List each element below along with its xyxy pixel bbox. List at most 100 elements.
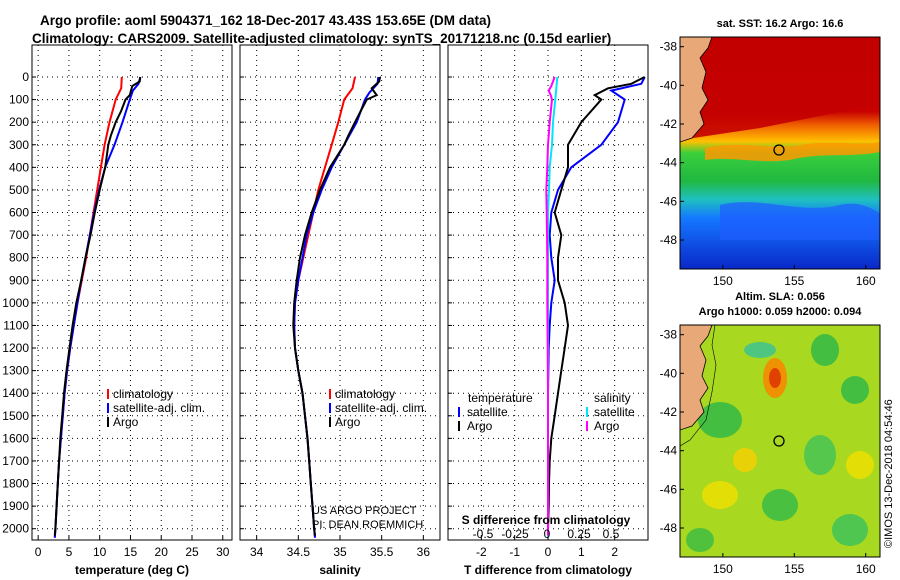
sst-map-title: sat. SST: 16.2 Argo: 16.6 [717, 18, 844, 30]
x-tick-label: 34 [250, 545, 264, 559]
sst-cool-patch [720, 202, 880, 240]
sla-map-title2: Argo h1000: 0.059 h2000: 0.094 [699, 306, 863, 318]
sst-front [705, 142, 880, 162]
map-lat-label: -48 [660, 521, 678, 535]
x-tick-label: 35.5 [370, 545, 394, 559]
x-tick-label: 20 [155, 545, 169, 559]
top-tick-label: 0.5 [603, 527, 620, 541]
depth-tick-label: 0 [22, 70, 29, 84]
sst-map-frame [679, 36, 881, 270]
legend-salinity-title: salinity [594, 391, 631, 405]
depth-tick-label: 1100 [3, 318, 29, 332]
x-tick-label: 5 [66, 545, 73, 559]
series-line-salinity-argo [545, 76, 556, 536]
x-axis-label: temperature (deg C) [75, 563, 189, 577]
sla-eddies [686, 334, 874, 552]
series-line-satellite-adj-clim- [53, 76, 142, 538]
map-lon-label: 155 [784, 562, 804, 576]
map-lat-label: -38 [660, 40, 678, 54]
legend-label: Argo [113, 415, 139, 429]
legend-label: climatology [113, 387, 173, 401]
map-lat-label: -40 [660, 78, 678, 92]
map-lat-label: -40 [660, 366, 678, 380]
legend-temperature-title: temperature [468, 391, 533, 405]
map-lon-label: 150 [713, 274, 733, 288]
depth-tick-label: 300 [9, 138, 29, 152]
series-line-argo [292, 76, 381, 536]
x-tick-label: 15 [124, 545, 138, 559]
series-line-climatology [293, 76, 356, 538]
legend-label: climatology [335, 387, 395, 401]
x-tick-label: -1 [509, 545, 520, 559]
depth-tick-label: 1300 [2, 364, 29, 378]
x-tick-label: 0 [35, 545, 42, 559]
temperature-profile-panel: 0 5 10 15 20 25 300100200300400500600700800900… [2, 44, 233, 577]
map-lat-label: -46 [660, 194, 678, 208]
sst-warm-tongue [680, 37, 880, 140]
australia-coast-sst [680, 37, 713, 143]
depth-tick-label: 2000 [2, 522, 29, 536]
figure-title-line1: Argo profile: aoml 5904371_162 18-Dec-20… [40, 13, 491, 28]
depth-tick-label: 1900 [2, 499, 29, 513]
series-line-satellite-adj-clim- [293, 76, 380, 538]
sla-argo-marker [773, 435, 785, 447]
x-tick-label: 1 [578, 545, 585, 559]
imos-timestamp: ©IMOS 13-Dec-2018 04:54:46 [883, 399, 895, 548]
depth-tick-label: 1500 [2, 409, 29, 423]
top-tick-label: -0.25 [501, 527, 529, 541]
depth-tick-label: 700 [9, 228, 29, 242]
top-axis-label: S difference from climatology [462, 513, 631, 527]
difference-profile-panel: -2 -1 0 1 2 T difference from climatology temp… [447, 44, 649, 577]
depth-tick-label: 400 [9, 160, 29, 174]
x-tick-label: 35 [333, 545, 347, 559]
map-lon-label: 150 [713, 562, 733, 576]
figure-title-line2: Climatology: CARS2009. Satellite-adjuste… [32, 31, 611, 46]
map-lon-label: 155 [784, 274, 804, 288]
series-line-temperature-satellite [547, 76, 646, 538]
depth-tick-label: 1200 [2, 341, 29, 355]
map-lon-label: 160 [856, 274, 876, 288]
credit-line2: PI: DEAN ROEMMICH [312, 519, 423, 531]
australia-coast-sla [680, 325, 713, 431]
x-tick-label: 36 [417, 545, 431, 559]
top-tick-label: 0.25 [567, 527, 591, 541]
legend-label: Argo [594, 419, 620, 433]
legend-label: satellite-adj. clim. [113, 401, 205, 415]
depth-tick-label: 1400 [2, 386, 29, 400]
depth-tick-label: 1000 [2, 296, 29, 310]
depth-tick-label: 100 [9, 93, 29, 107]
map-lat-label: -38 [660, 328, 678, 342]
x-tick-label: -2 [476, 545, 487, 559]
map-lat-label: -44 [660, 444, 678, 458]
depth-tick-label: 900 [9, 273, 29, 287]
depth-tick-label: 500 [9, 183, 29, 197]
panel-frame [31, 44, 233, 541]
top-tick-label: -0.5 [473, 527, 494, 541]
sla-map-frame [679, 324, 881, 558]
depth-tick-label: 1800 [2, 477, 29, 491]
top-tick-label: 0 [544, 527, 551, 541]
depth-tick-label: 1700 [2, 454, 29, 468]
legend-label: Argo [335, 415, 361, 429]
series-line-climatology [53, 76, 123, 538]
map-lat-label: -44 [660, 156, 678, 170]
sla-shelf-contour [680, 325, 717, 447]
sla-map-title: Altim. SLA: 0.056 [735, 291, 825, 303]
map-lat-label: -46 [660, 482, 678, 496]
x-tick-label: 0 [545, 545, 552, 559]
depth-tick-label: 600 [9, 206, 29, 220]
sst-argo-marker [773, 144, 785, 156]
x-tick-label: 30 [216, 545, 230, 559]
salinity-profile-panel: 34 34.5 35 35.5 36 salinity climatologysatelli… [239, 44, 441, 577]
x-axis-label: T difference from climatology [464, 563, 632, 577]
series-line-temperature-argo [547, 76, 646, 536]
legend-label: satellite [467, 405, 508, 419]
series-line-argo [53, 76, 142, 536]
legend-label: satellite [594, 405, 635, 419]
x-tick-label: 10 [93, 545, 107, 559]
x-tick-label: 25 [185, 545, 199, 559]
depth-tick-label: 200 [9, 115, 29, 129]
sst-map-panel: sat. SST: 16.2 Argo: 16.6 150 155 160 -38 -4… [660, 18, 881, 288]
x-axis-label: salinity [319, 563, 361, 577]
